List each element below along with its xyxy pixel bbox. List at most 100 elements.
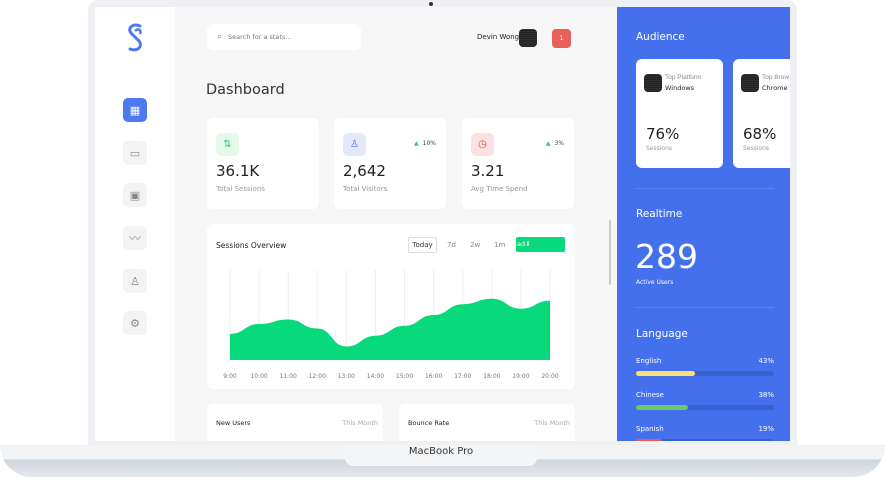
value: 76%	[646, 125, 680, 143]
tab-today[interactable]: Today	[408, 237, 437, 253]
x-tick-label: 10:00	[250, 373, 267, 380]
avatar[interactable]	[519, 29, 537, 47]
language-title: Language	[636, 328, 688, 340]
page-title: Dashboard	[206, 82, 285, 98]
sessions-area	[230, 298, 550, 360]
stat-value: 36.1K	[216, 162, 260, 180]
user-name: Devin Wong	[477, 33, 520, 41]
x-tick-label: 15:00	[396, 373, 413, 380]
stat-label: Total Sessions	[216, 185, 265, 193]
search-input[interactable]	[228, 33, 349, 41]
area-chart: 9:00 10:00 11:00 12:00 13:00 14:00 15:00 16:00 1…	[223, 270, 559, 380]
value: 68%	[743, 125, 777, 143]
change-value: 10%	[422, 140, 436, 147]
language-bar	[636, 371, 774, 376]
download-icon: ⬇	[525, 240, 531, 248]
label: Sessions	[646, 145, 673, 152]
name: Chrome	[762, 84, 788, 92]
download-label: ad	[517, 240, 526, 248]
language-row: Chinese 38%	[636, 391, 774, 399]
sessions-overview-card: Sessions Overview Today 7d 2w 1m ad⬇ 9:0…	[207, 224, 575, 389]
grid-icon: ▦	[129, 103, 141, 117]
nav-analytics[interactable]: 〰	[123, 226, 147, 250]
tab-7d[interactable]: 7d	[447, 241, 456, 249]
x-tick-label: 20:00	[541, 373, 558, 380]
chat-icon: ▭	[129, 146, 141, 160]
screen: ▦ ▭ ▣ 〰 ♙ ⚙ ⌕ Devin Wong 1 Dashboard ⇅ 3…	[95, 7, 790, 441]
right-panel: Audience Top Platform Windows 76% Sessio…	[617, 7, 790, 441]
language-bar	[636, 405, 774, 410]
chart-title: Sessions Overview	[216, 241, 287, 250]
x-tick-label: 18:00	[483, 373, 500, 380]
card-title: New Users	[216, 419, 251, 427]
change-indicator: ▲ 10%	[414, 140, 436, 147]
language-bar	[636, 439, 774, 441]
scrollbar[interactable]	[609, 220, 611, 285]
language-pct: 19%	[758, 425, 774, 433]
arrows-up-down-icon: ⇅	[216, 133, 239, 156]
x-tick-label: 9:00	[223, 373, 237, 380]
stat-value: 3.21	[471, 162, 505, 180]
audience-card: Top Brow Chrome 68% Sessions	[733, 59, 790, 168]
change-value: 3%	[554, 140, 564, 147]
arrow-up-icon: ▲	[545, 140, 551, 147]
language-name: Chinese	[636, 391, 664, 399]
trend-icon: 〰	[129, 232, 141, 245]
x-tick-label: 11:00	[280, 373, 297, 380]
language-name: Spanish	[636, 425, 664, 433]
x-tick-label: 12:00	[309, 373, 326, 380]
stat-card: ♙ ▲ 10% 2,642 Total Visitors	[334, 118, 446, 209]
x-tick-label: 19:00	[512, 373, 529, 380]
device-label: MacBook Pro	[408, 446, 474, 457]
x-tick-label: 17:00	[454, 373, 471, 380]
realtime-value: 289	[635, 237, 698, 276]
arrow-up-icon: ▲	[414, 140, 419, 147]
audience-card: Top Platform Windows 76% Sessions	[636, 59, 723, 168]
tab-1m[interactable]: 1m	[494, 241, 506, 249]
label: Sessions	[743, 145, 770, 152]
language-pct: 38%	[758, 391, 774, 399]
search-icon: ⌕	[217, 32, 223, 42]
language-row: English 43%	[636, 357, 774, 365]
notification-badge[interactable]: 1	[552, 29, 571, 48]
language-pct: 43%	[758, 357, 774, 365]
clock-icon: ◷	[471, 133, 494, 156]
language-bar-fill	[636, 371, 696, 376]
laptop-notch	[345, 445, 537, 466]
caption: Top Platform	[665, 74, 702, 81]
realtime-title: Realtime	[636, 208, 683, 220]
realtime-label: Active Users	[636, 279, 674, 286]
nav-settings[interactable]: ⚙	[123, 311, 147, 335]
tab-2w[interactable]: 2w	[470, 241, 481, 249]
search-bar[interactable]: ⌕	[207, 24, 361, 50]
new-users-card: New Users This Month	[207, 404, 383, 441]
change-indicator: ▲ 3%	[546, 140, 564, 147]
stat-card: ◷ ▲ 3% 3.21 Avg Time Spend	[462, 118, 574, 209]
card-title: Bounce Rate	[408, 419, 450, 427]
user-icon: ♙	[130, 274, 140, 288]
language-bar-fill	[636, 439, 663, 441]
calendar-icon: ▣	[129, 188, 141, 202]
name: Windows	[665, 84, 695, 92]
camera	[429, 2, 433, 6]
stat-label: Total Visitors	[343, 185, 388, 193]
nav-users[interactable]: ♙	[123, 269, 147, 293]
nav-dashboard[interactable]: ▦	[123, 98, 147, 122]
x-tick-label: 13:00	[338, 373, 355, 380]
divider	[636, 188, 774, 189]
stat-value: 2,642	[343, 162, 386, 180]
language-row: Spanish 19%	[636, 425, 774, 433]
period-select[interactable]: This Month	[534, 419, 570, 427]
sidebar: ▦ ▭ ▣ 〰 ♙ ⚙	[95, 7, 175, 441]
nav-calendar[interactable]: ▣	[123, 183, 147, 207]
stat-card: ⇅ 36.1K Total Sessions	[207, 118, 319, 209]
x-tick-label: 14:00	[367, 373, 384, 380]
browser-icon	[741, 74, 759, 92]
language-bar-fill	[636, 405, 689, 410]
caption: Top Brow	[762, 74, 790, 81]
logo-icon	[128, 23, 142, 52]
download-button[interactable]: ad⬇	[516, 237, 565, 252]
nav-messages[interactable]: ▭	[123, 141, 147, 165]
bounce-rate-card: Bounce Rate This Month	[399, 404, 575, 441]
period-select[interactable]: This Month	[342, 419, 378, 427]
